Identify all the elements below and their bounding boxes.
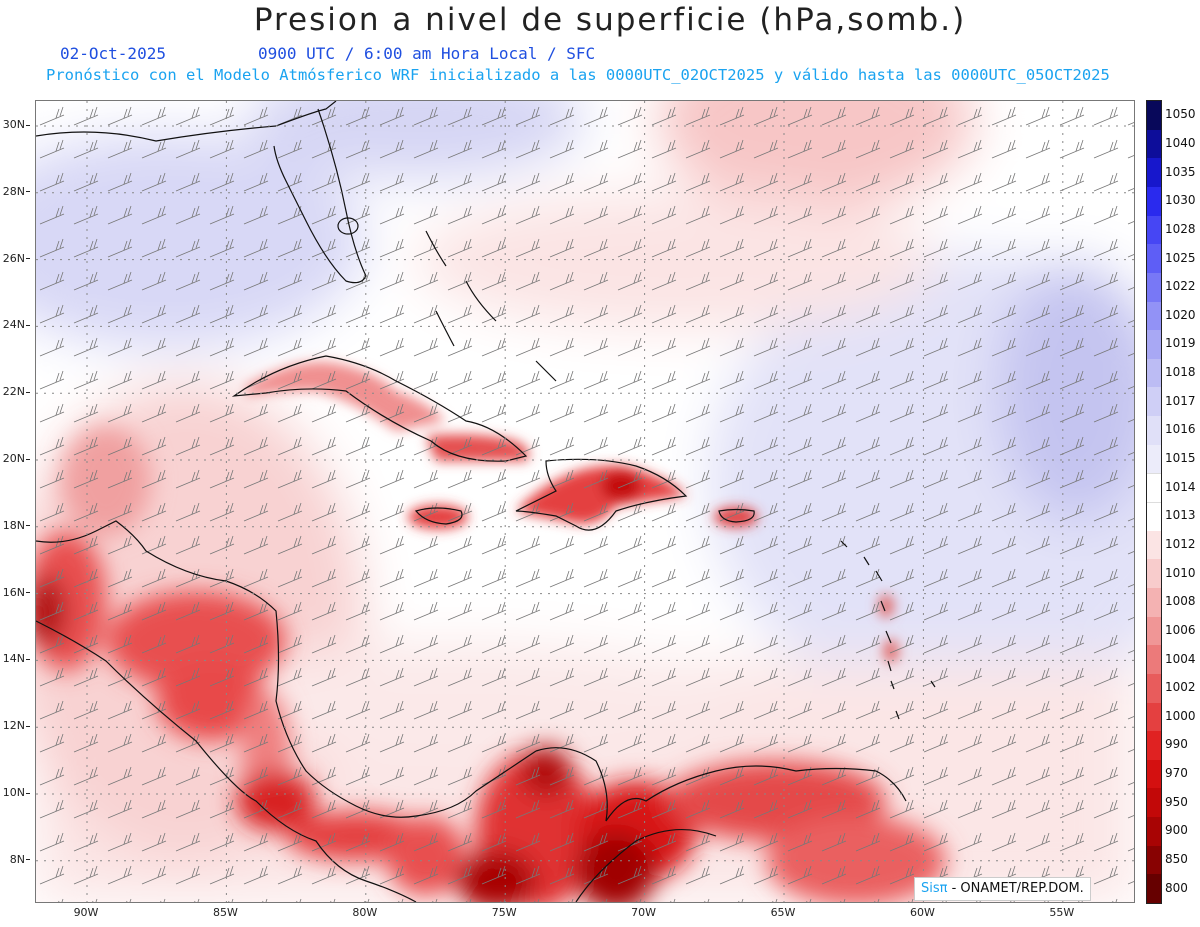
- colorbar-level-label: 1017: [1165, 393, 1196, 408]
- colorbar-swatch: [1147, 731, 1161, 761]
- colorbar-level-label: 1018: [1165, 365, 1196, 380]
- colorbar-swatch: [1147, 502, 1161, 533]
- colorbar-level-label: 800: [1165, 880, 1188, 895]
- colorbar-level-label: 1015: [1165, 451, 1196, 466]
- credit-badge: Sisπ - ONAMET/REP.DOM.: [914, 877, 1091, 901]
- colorbar-swatch: [1147, 301, 1161, 331]
- latitude-label: 30N: [0, 118, 30, 131]
- coastlines: [36, 101, 936, 902]
- colorbar-swatch: [1147, 101, 1161, 131]
- colorbar-level-label: 1000: [1165, 708, 1196, 723]
- longitude-label: 80W: [352, 906, 378, 919]
- latitude-label: 16N: [0, 586, 30, 599]
- map-title: Presion a nivel de superficie (hPa,somb.…: [253, 2, 967, 38]
- colorbar-swatch: [1147, 416, 1161, 446]
- latitude-label: 20N: [0, 452, 30, 465]
- longitude-label: 60W: [909, 906, 935, 919]
- latitude-label: 22N: [0, 385, 30, 398]
- colorbar-swatch: [1147, 272, 1161, 302]
- colorbar-swatch: [1147, 215, 1161, 245]
- colorbar-level-label: 1014: [1165, 479, 1196, 494]
- colorbar-swatch: [1147, 874, 1161, 904]
- colorbar-level-label: 1013: [1165, 508, 1196, 523]
- latitude-label: 28N: [0, 185, 30, 198]
- colorbar-swatch: [1147, 759, 1161, 789]
- colorbar-swatch: [1147, 559, 1161, 589]
- colorbar-swatch: [1147, 444, 1161, 474]
- longitude-label: 70W: [631, 906, 657, 919]
- colorbar-level-label: 1002: [1165, 680, 1196, 695]
- latitude-label: 10N: [0, 786, 30, 799]
- latitude-label: 12N: [0, 719, 30, 732]
- colorbar-level-label: 1028: [1165, 221, 1196, 236]
- credit-brand: Sisπ: [921, 881, 948, 896]
- colorbar-level-label: 990: [1165, 737, 1188, 752]
- latitude-label: 18N: [0, 519, 30, 532]
- pressure-colorbar: [1146, 100, 1162, 904]
- colorbar-level-label: 1016: [1165, 422, 1196, 437]
- colorbar-level-label: 1006: [1165, 622, 1196, 637]
- colorbar-level-label: 1030: [1165, 193, 1196, 208]
- pressure-map-canvas: [36, 101, 1134, 902]
- longitude-label: 65W: [770, 906, 796, 919]
- latitude-label: 26N: [0, 252, 30, 265]
- colorbar-swatch: [1147, 358, 1161, 388]
- colorbar-level-label: 1035: [1165, 164, 1196, 179]
- pressure-map[interactable]: [35, 100, 1135, 903]
- longitude-label: 90W: [73, 906, 99, 919]
- model-info-label: Pronóstico con el Modelo Atmósferico WRF…: [46, 66, 1110, 84]
- colorbar-swatch: [1147, 244, 1161, 274]
- credit-text: - ONAMET/REP.DOM.: [947, 881, 1084, 896]
- valid-time-label: 0900 UTC / 6:00 am Hora Local / SFC: [258, 44, 596, 63]
- colorbar-level-label: 1025: [1165, 250, 1196, 265]
- colorbar-level-label: 1008: [1165, 594, 1196, 609]
- colorbar-level-label: 970: [1165, 766, 1188, 781]
- colorbar-level-label: 1010: [1165, 565, 1196, 580]
- colorbar-level-label: 1050: [1165, 107, 1196, 122]
- colorbar-swatch: [1147, 673, 1161, 703]
- colorbar-swatch: [1147, 702, 1161, 732]
- colorbar-swatch: [1147, 817, 1161, 847]
- colorbar-level-label: 900: [1165, 823, 1188, 838]
- colorbar-level-label: 1012: [1165, 536, 1196, 551]
- colorbar-swatch: [1147, 645, 1161, 675]
- colorbar-swatch: [1147, 616, 1161, 646]
- colorbar-swatch: [1147, 158, 1161, 188]
- wind-barbs: [36, 101, 1134, 902]
- latitude-label: 8N: [0, 853, 30, 866]
- longitude-label: 75W: [491, 906, 517, 919]
- colorbar-level-label: 1019: [1165, 336, 1196, 351]
- latitude-label: 14N: [0, 652, 30, 665]
- longitude-label: 55W: [1049, 906, 1075, 919]
- colorbar-swatch: [1147, 587, 1161, 618]
- colorbar-swatch: [1147, 387, 1161, 417]
- date-label: 02-Oct-2025: [60, 44, 166, 63]
- longitude-label: 85W: [212, 906, 238, 919]
- latitude-label: 24N: [0, 318, 30, 331]
- colorbar-swatch: [1147, 788, 1161, 818]
- colorbar-level-label: 1022: [1165, 279, 1196, 294]
- colorbar-swatch: [1147, 186, 1161, 217]
- colorbar-level-label: 1040: [1165, 135, 1196, 150]
- colorbar-swatch: [1147, 330, 1161, 360]
- colorbar-swatch: [1147, 530, 1161, 560]
- colorbar-level-label: 850: [1165, 852, 1188, 867]
- colorbar-level-label: 1004: [1165, 651, 1196, 666]
- colorbar-swatch: [1147, 129, 1161, 159]
- colorbar-swatch: [1147, 473, 1161, 504]
- colorbar-swatch: [1147, 845, 1161, 875]
- graticule: [36, 101, 1134, 902]
- colorbar-level-label: 950: [1165, 794, 1188, 809]
- colorbar-level-label: 1020: [1165, 307, 1196, 322]
